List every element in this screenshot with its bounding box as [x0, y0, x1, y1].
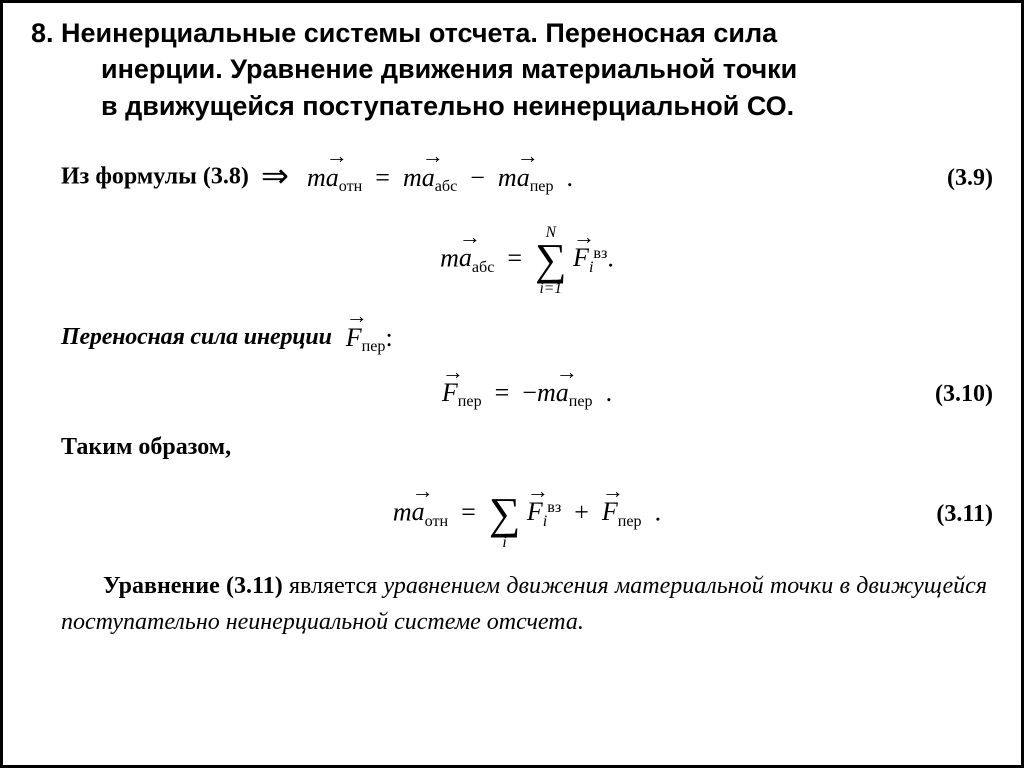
transport-force-label: Переносная сила инерции [61, 324, 332, 350]
equation-abs: maабс = N ∑ i=1 Fiвз. [440, 225, 614, 296]
equation-3-9: maотн = maабс − maпер . [307, 158, 573, 199]
equation-row-3-9: Из формулы (3.8) ⇒ maотн = maабс − maпер… [61, 152, 993, 202]
sum-symbol-2: ∑ i [489, 479, 521, 550]
title-line-2: инерции. Уравнение движения материальной… [31, 51, 993, 87]
equation-row-3-10: Fпер = −maпер . (3.10) [61, 373, 993, 414]
thus-row: Таким образом, [61, 429, 993, 465]
page-title: 8. Неинерциальные системы отсчета. Перен… [31, 15, 993, 124]
equation-number-3-11: (3.11) [936, 496, 993, 532]
conclusion-lead: Уравнение (3.11) [103, 573, 283, 599]
document-frame: 8. Неинерциальные системы отсчета. Перен… [0, 0, 1024, 768]
equation-number-3-9: (3.9) [947, 160, 993, 196]
equation-abs-sum: maабс = N ∑ i=1 Fiвз. [61, 225, 993, 296]
equation-row-3-11: maотн = ∑ i Fiвз + Fпер . (3.11) [61, 479, 993, 550]
conclusion-paragraph: Уравнение (3.11) является уравнением дви… [61, 568, 993, 640]
title-line-3: в движущейся поступательно неинерциально… [31, 88, 993, 124]
implies-arrow: ⇒ [255, 158, 295, 195]
sum-symbol: N ∑ i=1 [535, 225, 567, 296]
thus-label: Таким образом, [61, 434, 231, 460]
conclusion-mid: является [283, 573, 384, 599]
from-formula-label: Из формулы (3.8) [61, 164, 249, 190]
equation-3-11: maотн = ∑ i Fiвз + Fпер . [393, 479, 661, 550]
document-body: Из формулы (3.8) ⇒ maотн = maабс − maпер… [31, 152, 993, 640]
transport-force-label-row: Переносная сила инерции Fпер: [61, 318, 993, 359]
transport-force-symbol: Fпер: [346, 318, 393, 359]
equation-3-10: Fпер = −maпер . [442, 373, 612, 414]
equation-number-3-10: (3.10) [935, 376, 993, 412]
title-line-1: 8. Неинерциальные системы отсчета. Перен… [31, 15, 993, 51]
